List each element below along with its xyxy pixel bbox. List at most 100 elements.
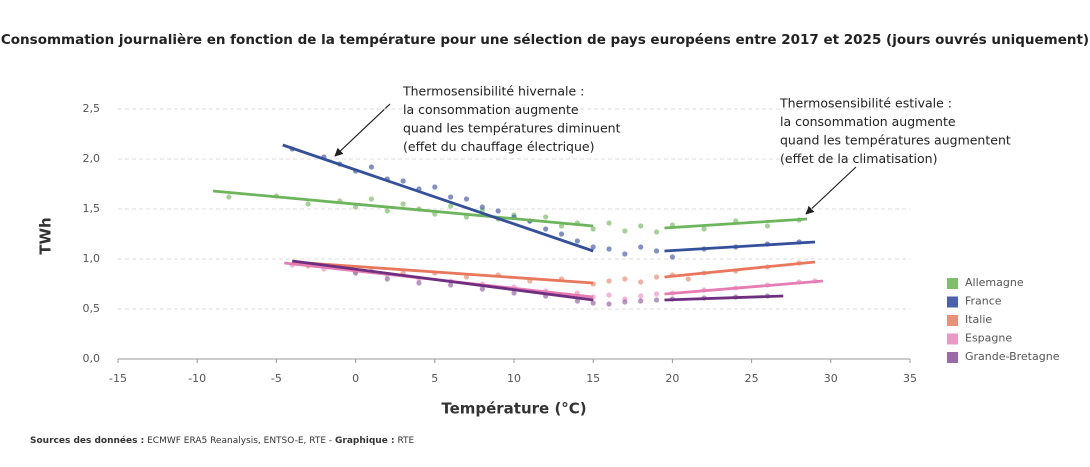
point — [511, 290, 517, 296]
annotation-text: la consommation augmente — [403, 102, 579, 117]
source-text: ECMWF ERA5 Reanalysis, ENTSO-E, RTE - — [147, 436, 332, 446]
x-tick-label: 0 — [352, 372, 359, 385]
point — [590, 300, 596, 306]
point — [669, 254, 676, 260]
point — [574, 298, 580, 304]
source-label: Sources des données : — [30, 435, 144, 446]
point — [638, 279, 644, 285]
graphic-label: Graphique : — [335, 436, 395, 446]
point — [416, 280, 422, 286]
point — [638, 223, 644, 229]
legend-label: Allemagne — [965, 276, 1024, 289]
x-tick-label: -5 — [271, 372, 282, 385]
x-tick-label: -10 — [188, 372, 206, 385]
point — [638, 298, 644, 304]
y-axis-title: TWh — [37, 217, 55, 254]
trend-line — [664, 240, 816, 253]
annotation-text: quand les températures diminuent — [403, 121, 621, 136]
point — [226, 194, 232, 200]
point — [384, 276, 390, 282]
trend-line — [664, 217, 808, 230]
annotation-text: quand les températures augmentent — [780, 133, 1011, 148]
x-tick-label: 25 — [745, 372, 759, 385]
point — [764, 223, 771, 229]
point — [384, 208, 390, 214]
point — [638, 244, 644, 250]
point — [653, 229, 660, 235]
point — [606, 301, 612, 307]
x-tick-label: 15 — [586, 372, 600, 385]
point — [622, 299, 628, 305]
x-tick-label: -15 — [109, 372, 127, 385]
point — [305, 201, 311, 207]
point — [479, 204, 485, 210]
point — [463, 274, 470, 280]
trend-line — [664, 294, 784, 302]
point — [606, 246, 612, 252]
y-tick-label: 0,5 — [83, 302, 101, 315]
legend-swatch — [947, 315, 958, 326]
legend-label: Espagne — [965, 332, 1012, 345]
trend-line — [282, 143, 594, 253]
legend-label: France — [965, 295, 1002, 308]
point — [653, 248, 660, 254]
legend-label: Italie — [965, 313, 992, 326]
annotation-arrow — [805, 166, 857, 215]
y-tick-label: 2,0 — [83, 152, 101, 165]
x-tick-label: 30 — [824, 372, 838, 385]
legend-swatch — [947, 352, 958, 363]
x-axis-title: Température (°C) — [441, 400, 586, 418]
source: Sources des données : ECMWF ERA5 Reanaly… — [30, 435, 415, 446]
y-tick-label: 0,0 — [83, 352, 101, 365]
legend-swatch — [947, 278, 958, 289]
point — [558, 223, 565, 229]
point — [653, 291, 660, 297]
y-tick-label: 1,0 — [83, 252, 101, 265]
trend-line — [292, 259, 594, 302]
legend-label: Grande-Bretagne — [965, 350, 1060, 363]
point — [543, 226, 549, 232]
legend-swatch — [947, 296, 958, 308]
chart-title: Consommation journalière en fonction de … — [1, 32, 1089, 48]
point — [685, 276, 691, 282]
x-tick-label: 5 — [431, 372, 438, 385]
point — [622, 251, 628, 257]
point — [448, 282, 454, 288]
y-tick-label: 1,5 — [83, 202, 101, 215]
point — [479, 286, 485, 292]
graphic-text: RTE — [397, 436, 414, 446]
point — [574, 238, 580, 244]
point — [353, 204, 359, 210]
point — [448, 194, 454, 200]
point — [653, 274, 660, 280]
x-tick-label: 10 — [507, 372, 521, 385]
point — [543, 214, 549, 220]
point — [606, 220, 612, 226]
legend-swatch — [947, 333, 958, 345]
trend-line — [292, 260, 594, 285]
point — [495, 208, 501, 214]
point — [622, 276, 628, 282]
x-tick-label: 35 — [903, 372, 917, 385]
annotation-text: Thermosensibilité hivernale : — [402, 84, 584, 99]
point — [368, 164, 375, 170]
point — [368, 196, 375, 202]
point — [606, 292, 612, 298]
annotation-text: (effet de la climatisation) — [780, 151, 937, 166]
point — [653, 297, 660, 303]
annotation-text: Thermosensibilité estivale : — [779, 96, 952, 111]
trend-line — [664, 260, 816, 279]
point — [400, 201, 406, 207]
point — [558, 231, 565, 237]
y-tick-label: 2,5 — [83, 102, 101, 115]
point — [622, 228, 628, 234]
trend-line — [212, 189, 594, 228]
point — [590, 244, 596, 250]
point — [432, 184, 438, 190]
point — [448, 203, 454, 209]
point — [463, 196, 470, 202]
annotation-text: la consommation augmente — [780, 114, 956, 129]
point — [638, 293, 644, 299]
point — [590, 226, 596, 232]
